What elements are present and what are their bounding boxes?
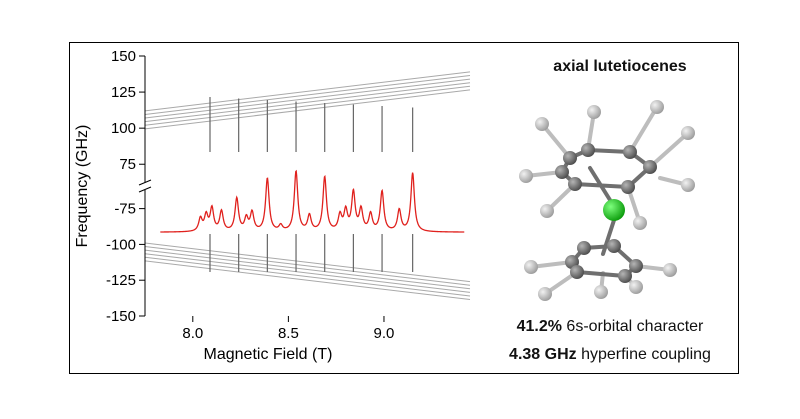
figure-frame	[69, 42, 739, 374]
lower-level-line-1	[144, 246, 471, 286]
x-axis-label: Magnetic Field (T)	[204, 346, 333, 363]
x-tick-label-1: 8.5	[278, 325, 299, 342]
lower-level-line-3	[144, 253, 471, 293]
y-axis-ticks: 150 125 100 75 -75 -100 -125 -150	[106, 48, 145, 325]
transition-lines	[209, 97, 414, 272]
x-tick-label-2: 9.0	[374, 325, 395, 342]
y-tick-label-lower-2: -125	[106, 272, 136, 289]
lower-energy-levels	[144, 242, 471, 301]
upper-level-line-5	[144, 89, 471, 130]
y-tick-label-upper-3: 75	[119, 156, 136, 173]
lower-level-line-4	[144, 256, 471, 297]
y-tick-label-upper-2: 100	[111, 120, 136, 137]
panel-title: axial lutetiocenes	[553, 58, 687, 75]
caption-orbital-text: 6s-orbital character	[561, 318, 704, 335]
upper-level-line-0	[144, 71, 471, 112]
upper-level-line-1	[144, 74, 471, 115]
caption-hyperfine-text: hyperfine coupling	[576, 346, 711, 363]
lutetiocene-molecule-illustration	[519, 100, 695, 301]
y-tick-label-lower-0: -75	[114, 201, 136, 218]
x-tick-label-0: 8.0	[182, 325, 203, 342]
upper-level-line-2	[144, 78, 471, 119]
y-tick-label-upper-0: 150	[111, 48, 136, 65]
caption-orbital-value: 41.2%	[516, 318, 562, 335]
upper-level-line-4	[144, 85, 471, 126]
axis-break-mark-top	[138, 179, 152, 186]
y-tick-label-lower-1: -100	[106, 236, 136, 253]
lower-level-line-2	[144, 249, 471, 290]
y-axis	[138, 56, 152, 316]
y-axis-label: Frequency (GHz)	[74, 125, 91, 248]
x-axis-ticks: 8.0 8.5 9.0	[182, 316, 394, 342]
caption-orbital-character: 41.2% 6s-orbital character	[480, 318, 740, 336]
y-tick-label-upper-1: 125	[111, 84, 136, 101]
epr-spectrum-line	[160, 169, 465, 233]
lower-level-line-0	[144, 242, 471, 283]
upper-level-line-3	[144, 82, 471, 123]
caption-hyperfine: 4.38 GHz hyperfine coupling	[480, 346, 740, 364]
upper-energy-levels	[144, 71, 471, 130]
axis-break-mark-bottom	[138, 186, 152, 193]
lutetium-atom	[603, 199, 625, 221]
caption-hyperfine-value: 4.38 GHz	[509, 346, 577, 363]
y-tick-label-lower-3: -150	[106, 308, 136, 325]
lower-level-line-5	[144, 260, 471, 301]
